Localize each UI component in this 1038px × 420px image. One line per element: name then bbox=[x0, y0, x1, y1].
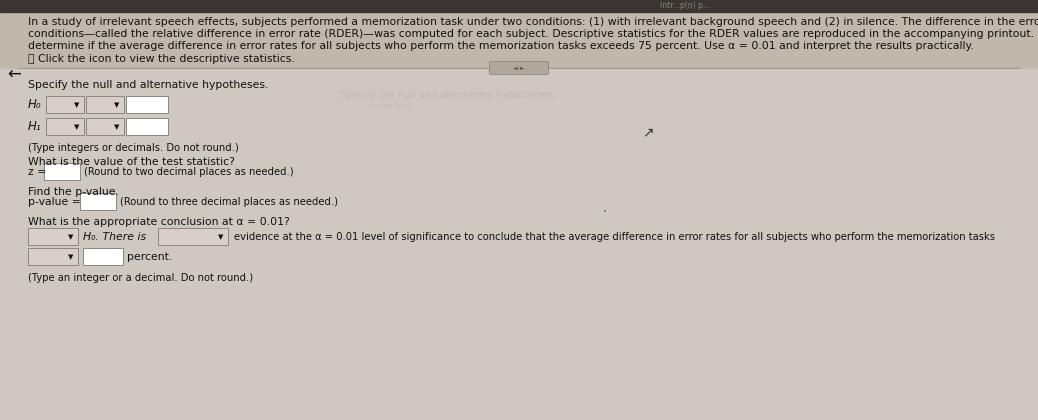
Text: ▼: ▼ bbox=[218, 234, 223, 240]
Text: determine if the average difference in error rates for all subjects who perform : determine if the average difference in e… bbox=[28, 41, 974, 51]
Text: ▼: ▼ bbox=[75, 102, 80, 108]
Text: ▼: ▼ bbox=[114, 102, 119, 108]
Text: What is the value of the test statistic?: What is the value of the test statistic? bbox=[28, 157, 235, 167]
Text: ⓘ Click the icon to view the descriptive statistics.: ⓘ Click the icon to view the descriptive… bbox=[28, 54, 295, 64]
Bar bbox=[44, 163, 80, 180]
Text: more text: more text bbox=[370, 102, 411, 111]
Bar bbox=[0, 0, 1038, 12]
FancyBboxPatch shape bbox=[490, 61, 548, 74]
Text: In a study of irrelevant speech effects, subjects performed a memorization task : In a study of irrelevant speech effects,… bbox=[28, 17, 1038, 27]
Bar bbox=[28, 248, 78, 265]
Text: ◄ ►: ◄ ► bbox=[513, 66, 525, 71]
Bar bbox=[83, 248, 122, 265]
Text: ▼: ▼ bbox=[69, 254, 74, 260]
Text: ↗: ↗ bbox=[643, 125, 654, 139]
Text: Specify the null and alternative hypotheses.: Specify the null and alternative hypothe… bbox=[340, 90, 556, 100]
Text: (Round to three decimal places as needed.): (Round to three decimal places as needed… bbox=[120, 197, 338, 207]
Text: H₀: H₀ bbox=[28, 99, 42, 111]
Text: ·: · bbox=[602, 202, 608, 221]
Bar bbox=[158, 228, 228, 245]
Text: evidence at the α = 0.01 level of significance to conclude that the average diff: evidence at the α = 0.01 level of signif… bbox=[234, 232, 995, 242]
Text: What is the appropriate conclusion at α = 0.01?: What is the appropriate conclusion at α … bbox=[28, 217, 290, 227]
Text: ←: ← bbox=[7, 66, 21, 84]
Bar bbox=[126, 118, 168, 135]
Text: p-value =: p-value = bbox=[28, 197, 81, 207]
Text: (Type integers or decimals. Do not round.): (Type integers or decimals. Do not round… bbox=[28, 143, 239, 153]
Text: H₀. There is: H₀. There is bbox=[83, 232, 146, 242]
Text: Find the p-value.: Find the p-value. bbox=[28, 187, 119, 197]
Text: Intr...p(n) p...: Intr...p(n) p... bbox=[660, 2, 710, 10]
Bar bbox=[0, 12, 1038, 330]
Bar bbox=[0, 69, 1038, 420]
Bar bbox=[86, 96, 124, 113]
Bar bbox=[80, 193, 116, 210]
Text: conditions—called the relative difference in error rate (RDER)—was computed for : conditions—called the relative differenc… bbox=[28, 29, 1038, 39]
Bar bbox=[126, 96, 168, 113]
Text: (Type an integer or a decimal. Do not round.): (Type an integer or a decimal. Do not ro… bbox=[28, 273, 253, 283]
Text: ▼: ▼ bbox=[69, 234, 74, 240]
Text: (Round to two decimal places as needed.): (Round to two decimal places as needed.) bbox=[84, 167, 294, 177]
Text: ▼: ▼ bbox=[75, 124, 80, 130]
Text: z =: z = bbox=[28, 167, 47, 177]
Text: percent.: percent. bbox=[127, 252, 172, 262]
Bar bbox=[28, 228, 78, 245]
Text: ▼: ▼ bbox=[114, 124, 119, 130]
Text: H₁: H₁ bbox=[28, 121, 42, 134]
Bar bbox=[46, 118, 84, 135]
Bar bbox=[86, 118, 124, 135]
Text: Specify the null and alternative hypotheses.: Specify the null and alternative hypothe… bbox=[28, 80, 269, 90]
Bar bbox=[46, 96, 84, 113]
